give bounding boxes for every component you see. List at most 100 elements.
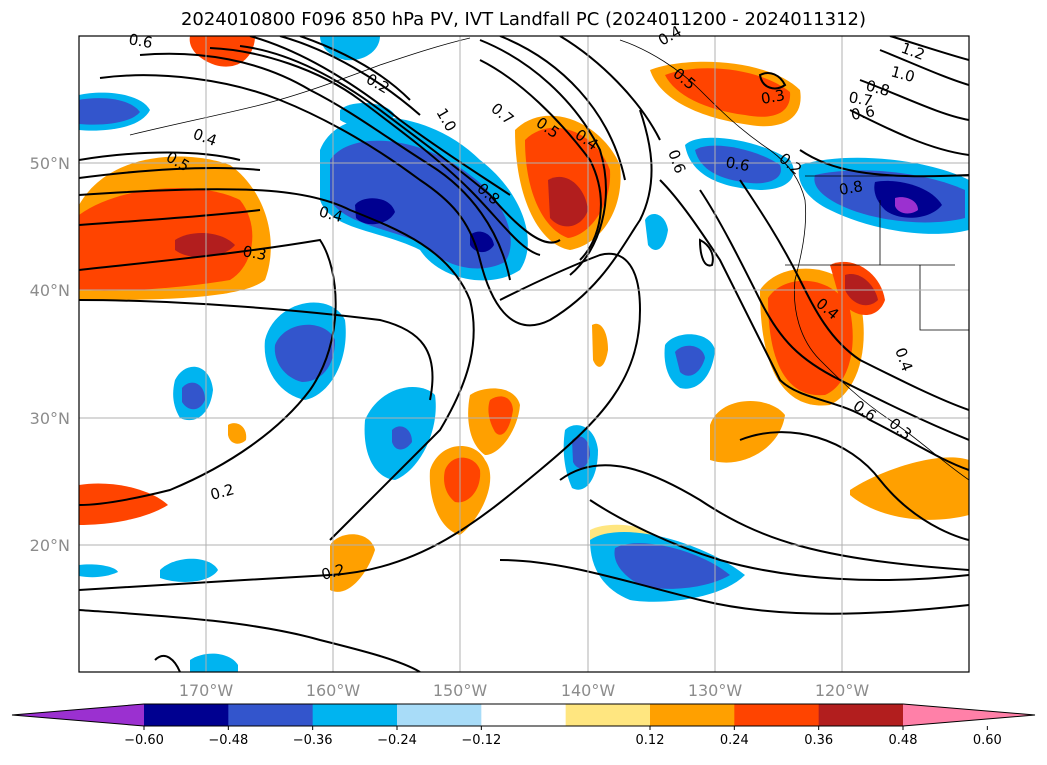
lat-label: 40°N <box>30 281 70 300</box>
contour-label: 0.6 <box>850 102 877 124</box>
pv-contour <box>79 167 261 179</box>
fill-negative-region <box>160 558 218 582</box>
pv-contour <box>739 431 969 541</box>
contour-label: 0.4 <box>191 125 220 150</box>
fill-positive-region <box>330 534 375 592</box>
pv-contour <box>849 109 969 156</box>
pv-contour <box>249 36 511 196</box>
lon-label: 140°W <box>561 681 616 700</box>
fill-positive-region <box>79 483 168 525</box>
contour-label: 0.8 <box>864 76 892 100</box>
colorbar-segment <box>481 704 567 726</box>
contour-label: 0.2 <box>363 70 393 98</box>
colorbar-extend-min <box>12 704 144 726</box>
gridlines <box>79 36 969 672</box>
fill-positive-region <box>592 323 608 367</box>
lon-labels: 170°W 160°W 150°W 140°W 130°W 120°W <box>179 681 870 700</box>
pv-contour-lines <box>79 36 969 672</box>
lat-labels: 50°N 40°N 30°N 20°N <box>30 154 70 555</box>
ivt-filled-contours <box>79 36 969 672</box>
lon-label: 150°W <box>433 681 488 700</box>
fill-positive-region <box>768 280 853 396</box>
fill-positive-region <box>665 68 791 117</box>
pv-contour <box>879 49 969 86</box>
lon-label: 120°W <box>815 681 870 700</box>
colorbar-segment <box>734 704 820 726</box>
fill-positive-region <box>175 233 235 258</box>
state-border <box>919 265 969 331</box>
pv-contour <box>299 36 411 101</box>
pv-contour <box>589 499 969 581</box>
contour-label: 0.2 <box>208 480 236 504</box>
pv-contour <box>499 559 969 615</box>
fill-negative-region <box>182 382 205 410</box>
pv-contour <box>889 36 969 61</box>
colorbar-segment <box>565 704 651 726</box>
fill-negative-region <box>675 345 705 376</box>
lon-label: 160°W <box>306 681 361 700</box>
colorbar-segment <box>650 704 735 726</box>
pv-contour <box>209 47 541 256</box>
fill-negative-region <box>274 324 335 382</box>
fill-negative-region <box>79 98 140 125</box>
contour-label: 0.6 <box>850 397 880 425</box>
fill-negative-region <box>330 140 511 269</box>
lat-label: 20°N <box>30 536 70 555</box>
fill-positive-region <box>850 457 969 520</box>
colorbar-tick-label: −0.60 <box>124 733 164 748</box>
fill-negative-region <box>645 214 668 250</box>
pv-contour <box>79 252 642 591</box>
pv-contour <box>479 39 607 276</box>
pv-contour <box>99 74 653 327</box>
coastline-north-america <box>619 39 969 481</box>
map-frame <box>78 35 970 673</box>
colorbar-tick-label: −0.12 <box>461 733 501 748</box>
pv-contour <box>698 238 714 267</box>
fill-negative-region <box>895 197 918 214</box>
contour-label: 0.4 <box>317 202 345 226</box>
fill-negative-region <box>355 198 395 225</box>
colorbar-tick-label: 0.60 <box>973 733 1002 748</box>
pv-contour <box>739 179 969 411</box>
contour-label: 0.6 <box>724 153 751 175</box>
colorbar-segment <box>312 704 398 726</box>
fill-positive-region <box>710 401 785 463</box>
pv-contour <box>79 238 337 506</box>
contour-label: 0.7 <box>847 88 874 110</box>
colorbar-tick-label: 0.24 <box>720 733 749 748</box>
contour-label: 0.6 <box>127 30 154 52</box>
lon-label: 130°W <box>688 681 743 700</box>
colorbar-tick-label: −0.36 <box>293 733 333 748</box>
fill-positive-region <box>228 423 247 444</box>
fill-positive-region <box>488 396 513 435</box>
fill-negative-region <box>392 426 412 450</box>
pv-contour <box>79 151 241 161</box>
pv-contour <box>79 209 261 226</box>
colorbar-tick-label: 0.48 <box>889 733 918 748</box>
colorbar-segment <box>397 704 482 726</box>
pv-contour <box>79 188 475 541</box>
colorbar-tick-label: −0.48 <box>208 733 248 748</box>
contour-label: 0.6 <box>664 147 689 176</box>
fill-negative-region <box>340 103 395 127</box>
pv-contour <box>699 189 969 441</box>
pv-contour <box>79 609 421 672</box>
colorbar-tick-label: 0.12 <box>636 733 665 748</box>
colorbar-segment <box>818 704 904 726</box>
contour-label: 0.3 <box>760 86 787 108</box>
colorbar-extend-max <box>903 704 1035 726</box>
pv-contour <box>139 52 511 281</box>
coastlines <box>129 37 969 481</box>
contour-label: 0.3 <box>885 414 915 443</box>
contour-label: 0.4 <box>891 345 916 374</box>
contour-label: 0.3 <box>241 242 268 264</box>
fill-positive-region <box>444 457 481 503</box>
colorbar-segment <box>228 704 314 726</box>
map-title: 2024010800 F096 850 hPa PV, IVT Landfall… <box>180 9 867 30</box>
pv-contour <box>239 45 561 244</box>
colorbar-tick-label: 0.36 <box>804 733 833 748</box>
fill-negative-region <box>190 653 238 672</box>
colorbar-segment <box>144 704 229 726</box>
fill-negative-region <box>695 145 781 184</box>
